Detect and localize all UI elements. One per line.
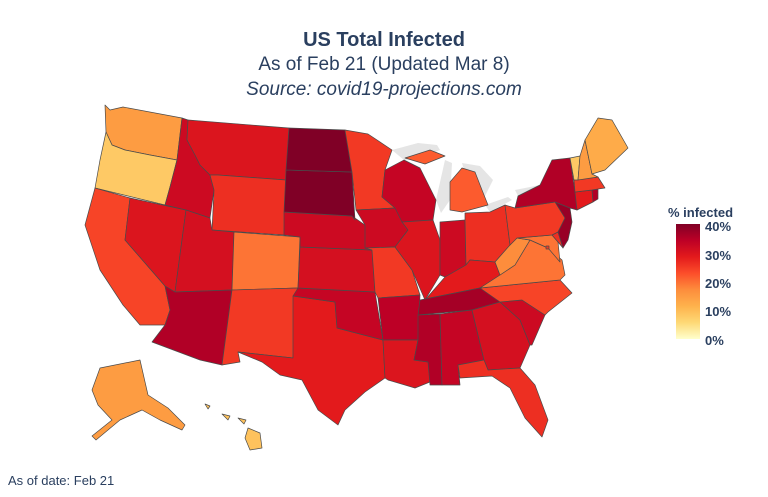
chart-source: Source: covid19-projections.com [246, 79, 522, 100]
colorbar-gradient [676, 224, 700, 339]
state-mi[interactable] [404, 149, 489, 213]
chart-title-block: US Total Infected As of Feb 21 (Updated … [0, 28, 768, 102]
colorbar-tick: 0% [705, 333, 724, 348]
state-ri[interactable] [591, 188, 599, 203]
lake-erie [485, 197, 512, 212]
state-co[interactable] [231, 231, 301, 291]
state-nd[interactable] [285, 127, 353, 173]
as-of-date-value: Feb 21 [73, 473, 115, 488]
state-wy[interactable] [209, 174, 287, 236]
state-ny[interactable] [514, 157, 578, 211]
state-fl[interactable] [457, 359, 549, 438]
state-dc[interactable] [545, 245, 550, 250]
colorbar-tick: 30% [705, 248, 732, 263]
state-ct[interactable] [574, 189, 594, 211]
state-me[interactable] [584, 117, 629, 175]
states-layer [84, 104, 629, 451]
state-sd[interactable] [283, 169, 356, 221]
state-nm[interactable] [221, 287, 299, 366]
colorbar-tick: 20% [705, 276, 732, 291]
state-ar[interactable] [377, 294, 421, 341]
colorbar-tick: 10% [705, 304, 732, 319]
state-nj[interactable] [554, 201, 573, 249]
state-ak[interactable] [91, 359, 186, 441]
chart-subtitle: As of Feb 21 (Updated Mar 8) [258, 54, 510, 75]
state-hi[interactable] [204, 403, 263, 451]
chart-title: US Total Infected [303, 29, 465, 51]
state-ks[interactable] [297, 246, 376, 293]
as-of-date-label: As of date: Feb 21 [8, 473, 114, 488]
state-nh[interactable] [577, 139, 599, 181]
as-of-date-prefix: As of date: [8, 473, 71, 488]
colorbar-title: % infected [668, 205, 734, 220]
lake-michigan [436, 160, 452, 213]
lake-superior [392, 143, 440, 160]
colorbar-tick: 40% [705, 219, 732, 234]
